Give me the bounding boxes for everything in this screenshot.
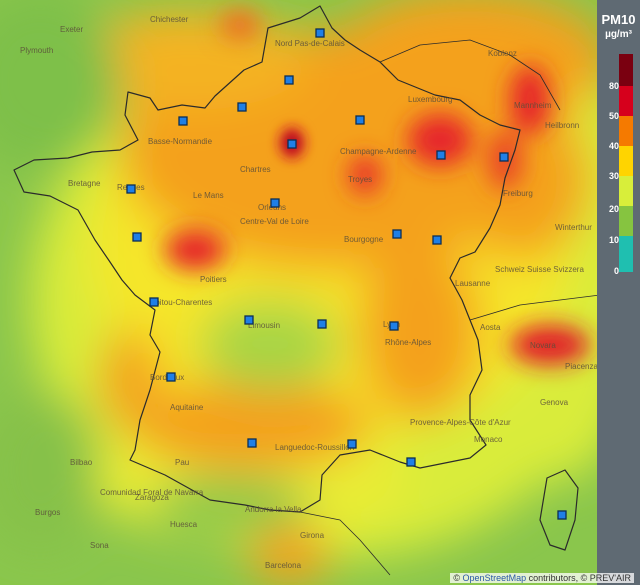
place-label: Champagne-Ardenne [340,147,417,156]
legend-title: PM10 [601,12,636,27]
station-marker[interactable] [270,198,280,208]
station-marker[interactable] [392,229,402,239]
place-label: Monaco [474,435,503,444]
place-label: Bourgogne [344,235,384,244]
legend-unit: µg/m³ [605,29,632,40]
place-label: Barcelona [265,561,302,570]
legend-swatch-30 [619,176,633,206]
legend-tick-50: 50 [608,111,619,121]
station-marker[interactable] [237,102,247,112]
legend-swatch-80 [619,86,633,116]
place-label: Heilbronn [545,121,579,130]
monitoring-stations[interactable] [126,28,567,520]
place-label: Limousin [248,321,280,330]
place-label: Freiburg [503,189,533,198]
station-marker[interactable] [315,28,325,38]
place-label: Chartres [240,165,271,174]
map-attribution: © OpenStreetMap contributors, © PREV'AIR [450,573,634,583]
legend-swatch-top [619,54,633,86]
place-label: Bretagne [68,179,101,188]
place-label: Piacenza [565,362,598,371]
place-label: Troyes [348,175,372,184]
station-marker[interactable] [284,75,294,85]
place-label: Burgos [35,508,60,517]
legend-tick-10: 10 [608,235,619,245]
legend-tick-80: 80 [608,81,619,91]
place-label: Rhône-Alpes [385,338,431,347]
place-label: Aquitaine [170,403,204,412]
place-label: Winterthur [555,223,592,232]
station-marker[interactable] [436,150,446,160]
legend-tick-0: 0 [613,266,619,276]
place-label: Sona [90,541,109,550]
legend-panel: PM10 µg/m³ 80 50 40 30 20 10 0 [597,0,640,585]
place-label: Koblenz [488,49,517,58]
legend-swatch-10 [619,236,633,272]
station-marker[interactable] [389,321,399,331]
place-label: Schweiz Suisse Svizzera [495,265,584,274]
attribution-prefix: © [453,573,461,583]
place-label: Centre-Val de Loire [240,217,309,226]
legend-swatch-40 [619,146,633,176]
place-label: Basse-Normandie [148,137,213,146]
legend-swatch-50 [619,116,633,146]
station-marker[interactable] [347,439,357,449]
attribution-suffix: contributors, © PREV'AIR [528,573,631,583]
legend-swatch-20 [619,206,633,236]
place-label: Novara [530,341,556,350]
place-label: Poitiers [200,275,227,284]
place-label: Lausanne [455,279,491,288]
place-label: Huesca [170,520,198,529]
legend-tick-40: 40 [608,141,619,151]
station-marker[interactable] [287,139,297,149]
place-label: Chichester [150,15,189,24]
place-label: Comunidad Foral de Navarra [100,488,204,497]
station-marker[interactable] [499,152,509,162]
place-label: Pau [175,458,189,467]
station-marker[interactable] [149,297,159,307]
place-label: Nord Pas-de-Calais [275,39,345,48]
station-marker[interactable] [317,319,327,329]
station-marker[interactable] [166,372,176,382]
legend-tick-20: 20 [608,204,619,214]
openstreetmap-link[interactable]: OpenStreetMap [462,573,527,583]
place-label: Girona [300,531,325,540]
place-label: Poitou-Charentes [150,298,212,307]
place-label: Provence-Alpes-Côte d'Azur [410,418,511,427]
place-label: Bilbao [70,458,93,467]
station-marker[interactable] [432,235,442,245]
place-label: Languedoc-Roussillon [275,443,354,452]
place-label: Genova [540,398,569,407]
station-marker[interactable] [247,438,257,448]
station-marker[interactable] [126,184,136,194]
place-label: Andorra la Vella [245,505,302,514]
map-boundaries [13,5,601,576]
place-label: Zaragoza [135,493,169,502]
legend-tick-30: 30 [608,171,619,181]
pollution-hotspots [165,11,590,365]
station-marker[interactable] [557,510,567,520]
place-label: Aosta [480,323,501,332]
place-label: Le Mans [193,191,224,200]
station-marker[interactable] [244,315,254,325]
place-label: Exeter [60,25,83,34]
place-label: Luxembourg [408,95,452,104]
station-marker[interactable] [355,115,365,125]
place-label: Mannheim [514,101,552,110]
station-marker[interactable] [406,457,416,467]
station-marker[interactable] [178,116,188,126]
place-label: Plymouth [20,46,53,55]
station-marker[interactable] [132,232,142,242]
